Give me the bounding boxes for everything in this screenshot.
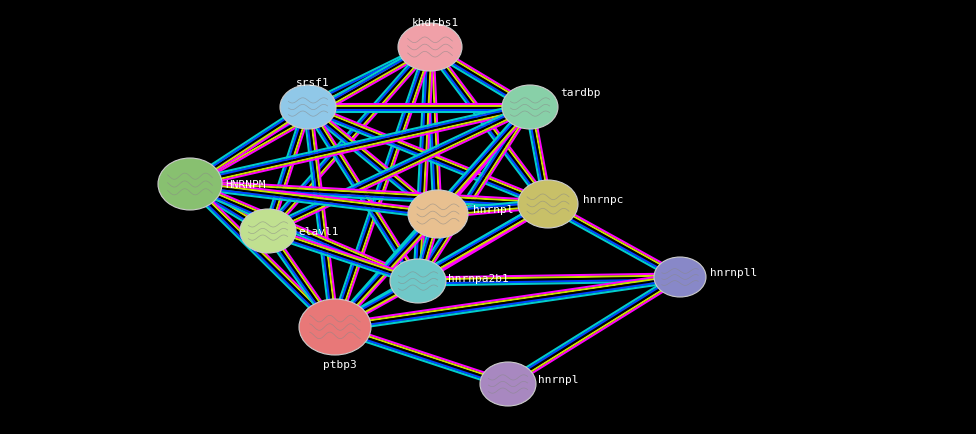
Ellipse shape	[408, 191, 468, 238]
Ellipse shape	[240, 210, 296, 253]
Text: elavl1: elavl1	[298, 227, 339, 237]
Text: srsf1: srsf1	[296, 78, 330, 88]
Text: khdrbs1: khdrbs1	[411, 18, 459, 28]
Ellipse shape	[280, 86, 336, 130]
Text: hnrnpa2b1: hnrnpa2b1	[448, 273, 508, 283]
Ellipse shape	[502, 86, 558, 130]
Ellipse shape	[518, 181, 578, 228]
Text: ptbp3: ptbp3	[323, 359, 357, 369]
Ellipse shape	[398, 24, 462, 72]
Ellipse shape	[654, 257, 706, 297]
Text: hnrnpl: hnrnpl	[473, 204, 513, 214]
Text: tardbp: tardbp	[560, 88, 600, 98]
Ellipse shape	[299, 299, 371, 355]
Ellipse shape	[480, 362, 536, 406]
Ellipse shape	[390, 260, 446, 303]
Text: hnrnpl: hnrnpl	[538, 374, 579, 384]
Text: hnrnpll: hnrnpll	[710, 267, 757, 277]
Text: hnrnpc: hnrnpc	[583, 194, 624, 204]
Text: HNRNPM: HNRNPM	[225, 180, 265, 190]
Ellipse shape	[158, 159, 222, 210]
